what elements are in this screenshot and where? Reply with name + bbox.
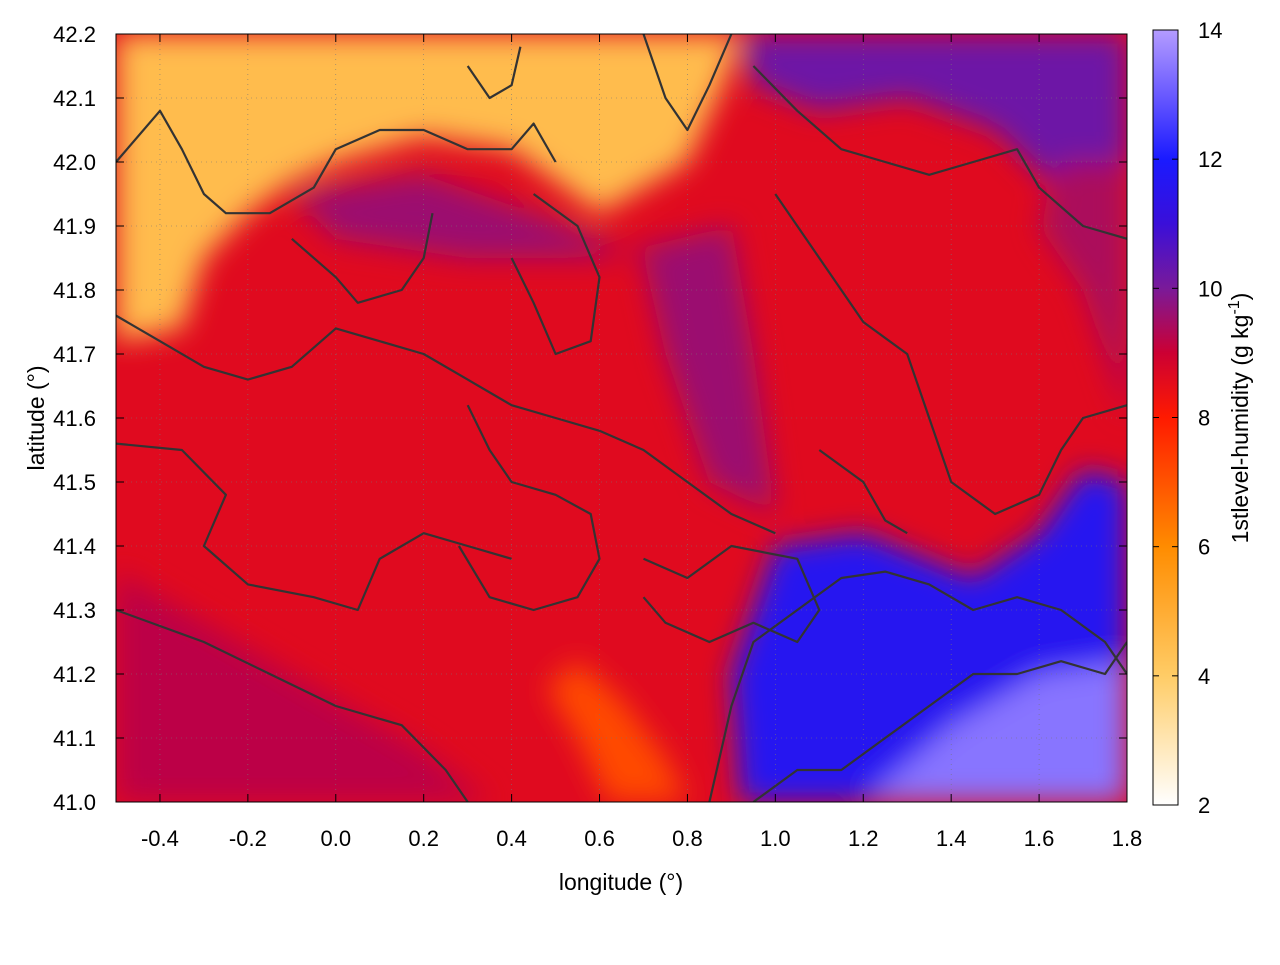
y-tick-label: 41.4 (53, 534, 96, 559)
region-sea (863, 661, 1127, 802)
contour-line (116, 314, 776, 535)
y-tick-label: 42.1 (53, 86, 96, 111)
region-moist-northeast (740, 34, 1127, 226)
x-tick-label: -0.2 (229, 826, 267, 851)
x-tick-label: 1.0 (760, 826, 791, 851)
contour-line (116, 442, 512, 612)
x-tick-label: 1.4 (936, 826, 967, 851)
y-tick-label: 41.7 (53, 342, 96, 367)
colorbar-tick-label: 4 (1198, 664, 1210, 689)
contour-line (818, 449, 908, 535)
contour-line (116, 109, 557, 215)
contour-line (752, 65, 1127, 240)
colorbar-tick-label: 10 (1198, 276, 1222, 301)
colorbar-tick-label: 8 (1198, 406, 1210, 431)
x-tick-label: 1.6 (1024, 826, 1055, 851)
x-tick-label: 0.8 (672, 826, 703, 851)
plot-area (115, 33, 1128, 803)
region-dry-south-streak (546, 661, 688, 802)
x-axis-label: longitude (°) (559, 869, 683, 895)
y-tick-label: 41.9 (53, 214, 96, 239)
colorbar-tick-label: 12 (1198, 147, 1222, 172)
contour-line (708, 570, 1127, 802)
y-tick-label: 41.1 (53, 726, 96, 751)
x-axis: -0.4 -0.2 0.0 0.2 0.4 0.6 0.8 1.0 1.2 1.4 1.6 1.8 (141, 34, 1142, 851)
colorbar-label: 1stlevel-humidity (g kg-1) (1226, 293, 1253, 544)
contour-line (466, 46, 522, 100)
y-tick-label: 41.0 (53, 790, 96, 815)
colorbar-tick-label: 14 (1198, 18, 1222, 43)
y-tick-label: 41.3 (53, 598, 96, 623)
x-tick-label: 0.2 (408, 826, 439, 851)
contour-line (291, 212, 434, 304)
region-moist-southwest (116, 571, 490, 802)
x-tick-label: 1.8 (1112, 826, 1143, 851)
x-tick-label: 0.4 (496, 826, 527, 851)
contour-line (752, 641, 1127, 802)
x-tick-label: 0.0 (320, 826, 351, 851)
contour-line (457, 404, 601, 612)
x-tick-label: 1.2 (848, 826, 879, 851)
y-tick-label: 42.0 (53, 150, 96, 175)
y-tick-label: 42.2 (53, 22, 96, 47)
x-tick-label: 0.6 (584, 826, 615, 851)
y-axis-label: latitude (°) (23, 365, 49, 470)
y-tick-label: 41.6 (53, 406, 96, 431)
x-tick-label: -0.4 (141, 826, 179, 851)
colorbar-tick-label: 2 (1198, 793, 1210, 818)
colorbar: 2 4 6 8 10 12 14 1stlevel-humidity (g kg-1) (1152, 18, 1253, 818)
y-tick-label: 41.5 (53, 470, 96, 495)
y-tick-label: 41.2 (53, 662, 96, 687)
region-dry-north (116, 34, 741, 342)
contour-line (642, 34, 733, 132)
contour-line (774, 193, 1127, 516)
contour-line (510, 193, 601, 356)
region-moist-center (291, 174, 776, 515)
y-tick-label: 41.8 (53, 278, 96, 303)
colorbar-tick-label: 6 (1198, 535, 1210, 560)
contour-line (642, 544, 821, 644)
y-axis: 41.0 41.1 41.2 41.3 41.4 41.5 41.6 41.7 41.8 41.9… (53, 22, 1127, 815)
contour-line (116, 608, 469, 802)
